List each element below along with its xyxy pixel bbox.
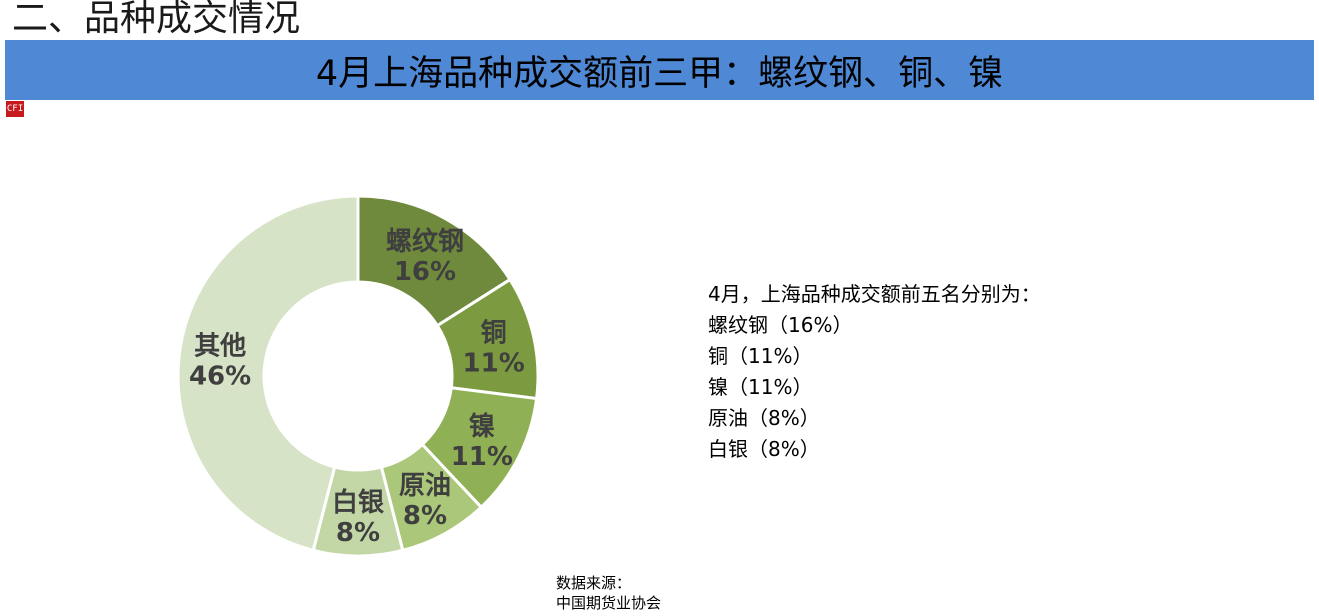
slice-category-4: 原油 [399, 471, 451, 501]
data-source: 数据来源： 中国期货业协会 [556, 573, 661, 613]
slice-label-1: 螺纹钢 16% [386, 226, 464, 287]
slice-category-2: 铜 [481, 319, 507, 349]
slice-value-4: 8% [403, 501, 447, 531]
slice-label-5: 白银 8% [332, 487, 385, 548]
slice-value-5: 8% [336, 518, 380, 548]
slice-label-2: 铜 11% [463, 319, 525, 379]
slice-value-1: 16% [394, 257, 456, 287]
summary-item-2: 铜（11%） [708, 344, 813, 368]
slice-label-6: 其他 46% [189, 332, 251, 392]
source-org: 中国期货业协会 [556, 594, 662, 612]
slice-category-6: 其他 [194, 332, 246, 362]
summary-item-3: 镍（11%） [708, 375, 813, 399]
source-label: 数据来源： [556, 574, 632, 592]
summary-list: 4月，上海品种成交额前五名分别为： 螺纹钢（16%） 铜（11%） 镍（11%）… [708, 279, 1041, 465]
slice-label-4: 原油 8% [399, 471, 451, 531]
section-title: 二、品种成交情况 [12, 0, 301, 39]
slice-category-5: 白银 [332, 487, 385, 518]
summary-heading: 4月，上海品种成交额前五名分别为： [708, 282, 1041, 306]
slice-value-6: 46% [189, 362, 251, 392]
cffex-logo-icon: CFI [6, 101, 24, 117]
slice-value-3: 11% [451, 442, 513, 472]
headline-text: 4月上海品种成交额前三甲：螺纹钢、铜、镍 [315, 53, 1004, 94]
donut-slice-6 [176, 194, 360, 553]
slice-value-2: 11% [463, 349, 525, 379]
summary-item-5: 白银（8%） [708, 437, 820, 461]
headline-banner: 4月上海品种成交额前三甲：螺纹钢、铜、镍 [5, 40, 1314, 100]
slice-label-3: 镍 11% [451, 412, 513, 472]
slice-category-1: 螺纹钢 [386, 226, 464, 257]
summary-item-1: 螺纹钢（16%） [708, 313, 853, 337]
summary-item-4: 原油（8%） [708, 406, 820, 430]
donut-slice-1 [356, 194, 513, 328]
slice-category-3: 镍 [469, 412, 495, 442]
